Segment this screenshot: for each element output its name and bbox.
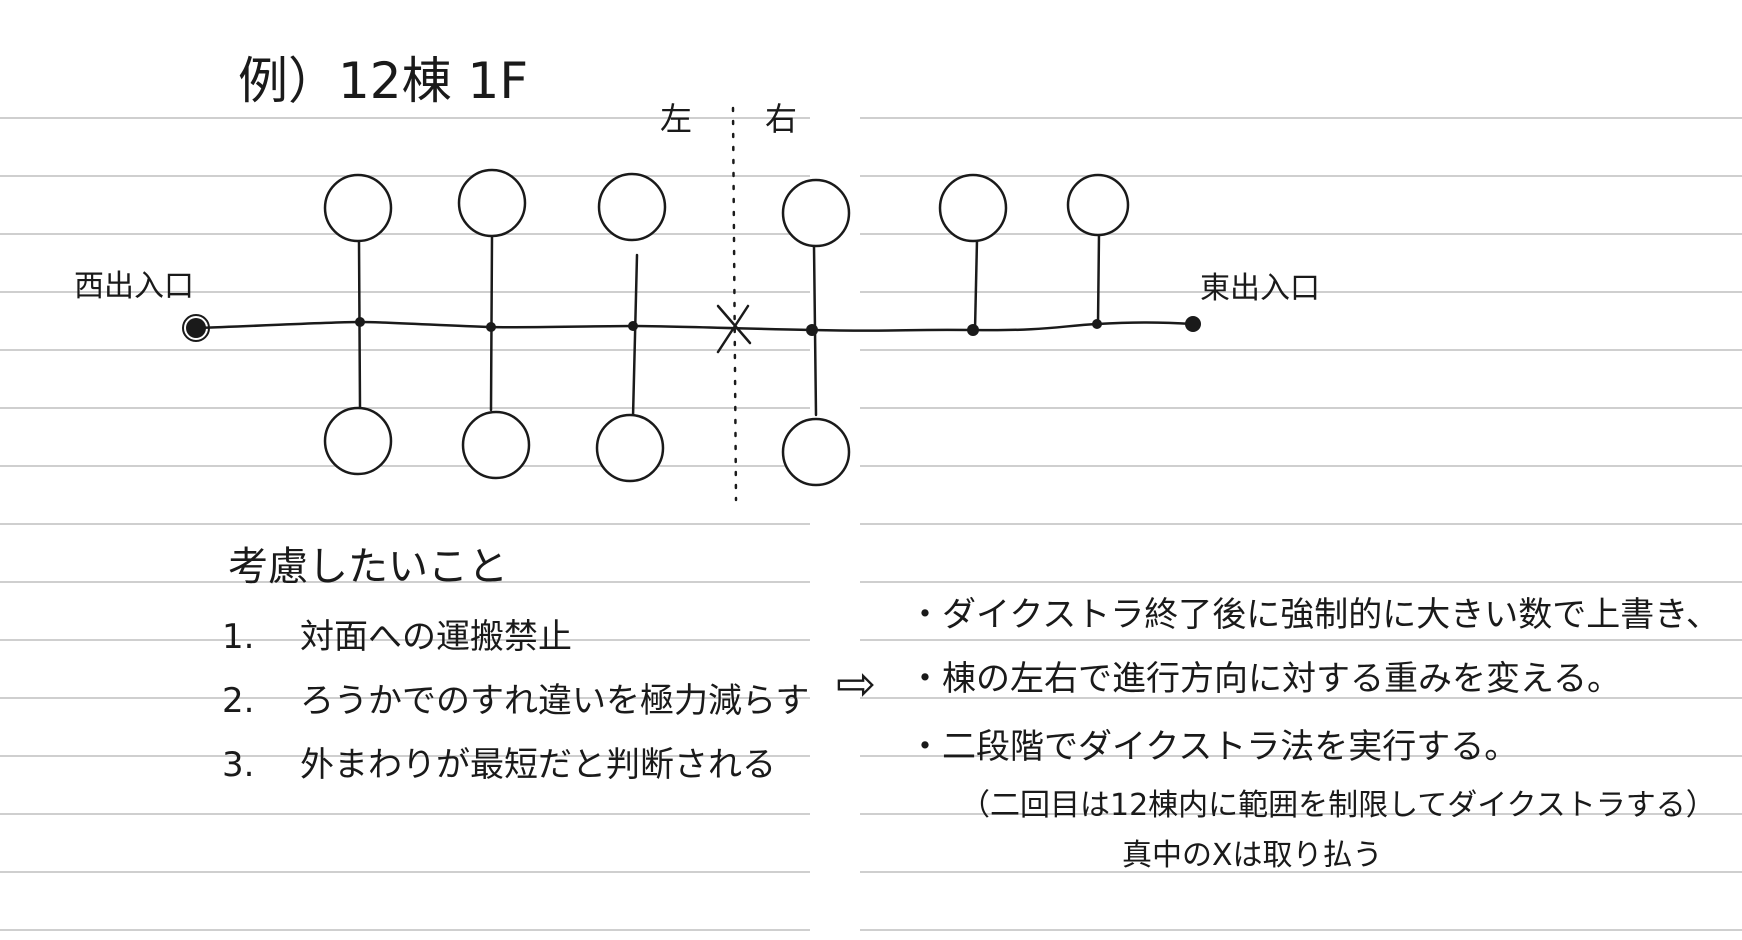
junctions xyxy=(355,317,1102,336)
room-bottom-1 xyxy=(323,406,393,476)
room-top-1 xyxy=(323,173,393,243)
west-entrance-label: 西出入口 xyxy=(74,269,194,304)
arrow-icon: ⇨ xyxy=(836,656,876,712)
considerations-heading: 考慮したいこと xyxy=(228,544,508,590)
room-bottom-2 xyxy=(461,410,531,480)
corridor xyxy=(194,320,1195,332)
consideration-1-text: 対面への運搬禁止 xyxy=(300,617,572,657)
blocked-x-mark xyxy=(716,304,752,354)
diagram-title: 例）12棟 1F xyxy=(238,52,528,110)
consideration-3-num: 3. xyxy=(222,745,254,785)
east-entrance-node xyxy=(1185,316,1201,332)
ruled-lines xyxy=(0,117,1742,931)
consideration-3-text: 外まわりが最短だと判断される xyxy=(300,745,776,785)
solution-1: ・ダイクストラ終了後に強制的に大きい数で上書き、 xyxy=(908,595,1720,635)
room-top-2 xyxy=(457,168,527,238)
solution-3-note: （二回目は12棟内に範囲を制限してダイクストラする） xyxy=(960,788,1716,823)
right-label: 右 xyxy=(765,100,797,138)
room-top-3 xyxy=(597,172,667,242)
consideration-1-num: 1. xyxy=(222,617,254,657)
rooms xyxy=(323,168,1130,487)
left-label: 左 xyxy=(660,100,692,138)
consideration-2-num: 2. xyxy=(222,681,254,721)
center-divider xyxy=(731,106,738,502)
consideration-2-text: ろうかでのすれ違いを極力減らす xyxy=(300,681,809,721)
solution-4: 真中のXは取り払う xyxy=(1122,838,1383,873)
solution-3: ・二段階でダイクストラ法を実行する。 xyxy=(908,727,1518,767)
room-top-6 xyxy=(1066,173,1130,237)
solution-2: ・棟の左右で進行方向に対する重みを変える。 xyxy=(908,659,1621,699)
east-entrance-label: 東出入口 xyxy=(1200,271,1320,306)
room-top-4 xyxy=(781,178,851,248)
room-bottom-3 xyxy=(595,413,665,483)
west-entrance-node xyxy=(186,318,206,338)
room-bottom-4 xyxy=(781,417,851,487)
room-top-5 xyxy=(938,173,1008,243)
